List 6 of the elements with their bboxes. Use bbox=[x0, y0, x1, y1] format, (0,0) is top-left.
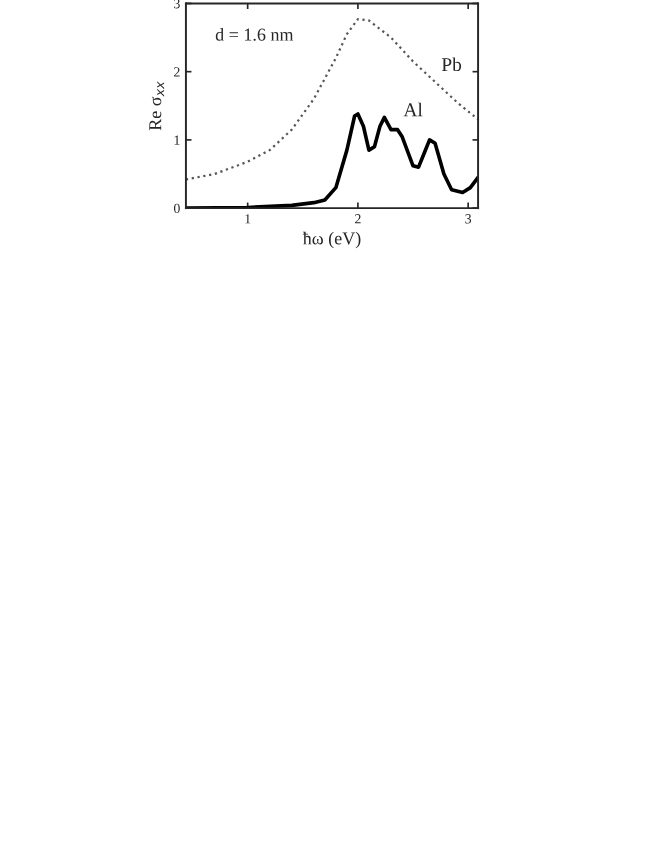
series-label: Al bbox=[403, 102, 423, 117]
annotation: d = 1.6 nm bbox=[215, 28, 294, 41]
x-axis-title: ħω (eV) bbox=[302, 231, 361, 249]
line-series bbox=[185, 18, 479, 181]
y-axis-title: Re σ$_{xx}$ bbox=[149, 81, 165, 131]
series-label: Pb bbox=[441, 57, 462, 72]
